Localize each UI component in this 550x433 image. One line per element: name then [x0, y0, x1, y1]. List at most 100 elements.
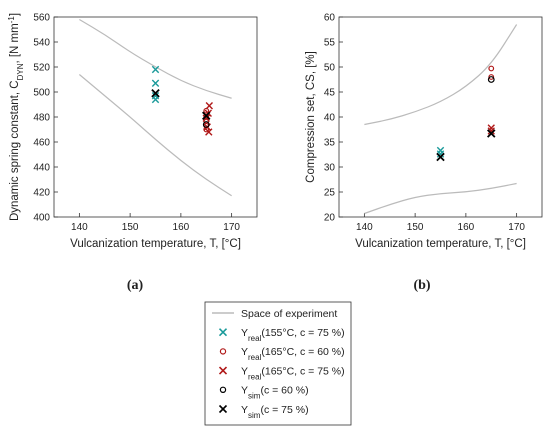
y-tick-label: 60: [324, 13, 336, 24]
y-tick-label: 30: [324, 163, 336, 174]
y-tick-label: 20: [324, 213, 336, 224]
marker-x-real_165_75: [205, 102, 213, 110]
marker-x-real_155_75: [151, 79, 160, 87]
legend-label: Ysim(c = 75 %): [241, 404, 309, 420]
legend-item: Space of experiment: [212, 308, 337, 320]
legend-label-main: Y: [241, 385, 248, 397]
legend-x-swatch: [218, 328, 228, 337]
plot-frame-b: [338, 16, 543, 218]
legend-item: Yreal(155°C, c = 75 %): [218, 327, 345, 343]
y-tick-label: 480: [33, 113, 50, 124]
marker-x-sim_75: [151, 89, 160, 98]
bound-upper: [364, 24, 518, 126]
marker-x-real_155_75: [151, 95, 160, 104]
bound-upper: [79, 18, 232, 99]
legend-label-tail: (155°C, c = 75 %): [261, 327, 344, 339]
y-label-a-main: Dynamic spring constant, C: [9, 80, 21, 221]
legend-label: Yreal(165°C, c = 60 %): [241, 346, 345, 362]
legend-label-sub: real: [248, 334, 262, 343]
axis-ticks-b: 140 150 160 170 20 25 30 35 40 45 50 55 60: [324, 13, 526, 234]
y-tick-label: 420: [33, 188, 50, 199]
y-tick-label: 35: [324, 138, 336, 149]
marker-x-real_155_75: [151, 65, 160, 74]
y-tick-label: 520: [33, 63, 50, 74]
legend-label-sub: sim: [248, 410, 261, 419]
plot-frame-a: [53, 16, 258, 218]
chart-panel-a: 140 150 160 170400420440460480500520540560 …: [7, 13, 258, 293]
x-axis-label-b: Vulcanization temperature, T, [°C]: [355, 238, 526, 250]
y-tick-label: 25: [324, 188, 336, 199]
legend-x-swatch: [218, 366, 228, 375]
y-tick-label: 460: [33, 138, 50, 149]
marker-x-sim_75: [487, 129, 496, 138]
x-tick-label: 160: [173, 222, 190, 233]
legend-item: Yreal(165°C, c = 75 %): [218, 365, 345, 381]
legend-label-tail: (c = 60 %): [260, 385, 308, 397]
marker-x-sim_75: [202, 111, 211, 120]
x-tick-label: 170: [508, 222, 525, 233]
x-tick-label: 150: [122, 222, 139, 233]
marker-x-real_165_75: [487, 127, 495, 135]
x-tick-label: 140: [356, 222, 373, 233]
legend-item: Yreal(165°C, c = 60 %): [219, 346, 345, 362]
legend-label-main: Y: [241, 327, 248, 339]
y-label-a-sup: -1: [7, 16, 16, 24]
legend-label-sub: real: [248, 353, 262, 362]
data-points-b: [436, 65, 496, 162]
legend-label-sub: sim: [248, 391, 261, 400]
legend-item: Ysim(c = 75 %): [218, 404, 309, 420]
chart-panel-b: 140 150 160 170 20 25 30 35 40 45 50 55 60 Vulcaniza…: [305, 13, 543, 293]
y-tick-label: 440: [33, 163, 50, 174]
y-axis-label-a: Dynamic spring constant, CDYN, [N mm-1]: [7, 13, 25, 221]
y-tick-label: 540: [33, 38, 50, 49]
legend-o-swatch: [219, 348, 227, 355]
legend-label: Ysim(c = 60 %): [241, 385, 309, 401]
x-tick-label: 170: [223, 222, 240, 233]
legend-label-main: Y: [241, 404, 248, 416]
marker-x-real_165_75: [205, 128, 213, 136]
y-tick-label: 400: [33, 213, 50, 224]
legend-label-tail: (165°C, c = 60 %): [261, 346, 344, 358]
legend-label-tail: (165°C, c = 75 %): [261, 365, 344, 377]
legend-label-main: Y: [241, 346, 248, 358]
x-tick-label: 140: [71, 222, 88, 233]
y-tick-label: 500: [33, 88, 50, 99]
marker-x-sim_75: [436, 152, 445, 162]
legend-label-tail: (c = 75 %): [260, 404, 308, 416]
caption-a: (a): [127, 278, 144, 293]
legend-label: Space of experiment: [241, 308, 337, 320]
legend-label: Yreal(155°C, c = 75 %): [241, 327, 345, 343]
y-label-a-end: ]: [9, 13, 21, 16]
marker-o-real_165_60: [488, 65, 495, 72]
y-axis-label-b: Compression set, CS, [%]: [305, 51, 317, 183]
marker-o-sim_60: [487, 76, 495, 83]
legend-label: Yreal(165°C, c = 75 %): [241, 365, 345, 381]
axis-ticks-a: 140 150 160 170 400 420 440 460 480 500 520 540 560: [33, 13, 240, 234]
y-tick-label: 55: [324, 38, 336, 49]
y-tick-label: 45: [324, 88, 336, 99]
legend-box: [204, 301, 352, 426]
marker-x-real_165_75: [202, 114, 210, 122]
x-tick-label: 160: [458, 222, 475, 233]
experiment-space-b: [364, 24, 518, 215]
y-label-a-tail: , [N mm: [9, 23, 21, 63]
y-label-a-sub: DYN: [16, 63, 25, 80]
bound-lower: [364, 182, 517, 215]
legend-label-main: Y: [241, 365, 248, 377]
y-tick-label: 560: [33, 13, 50, 24]
y-tick-label: 40: [324, 113, 336, 124]
bound-lower: [78, 74, 232, 197]
marker-o-sim_60: [202, 121, 210, 128]
y-tick-label: 50: [324, 63, 336, 74]
caption-b: (b): [413, 278, 430, 293]
data-points-a: [151, 65, 213, 136]
legend-label-main: Space of experiment: [241, 308, 337, 320]
x-axis-label-a: Vulcanization temperature, T, [°C]: [70, 238, 241, 250]
x-tick-label: 150: [407, 222, 424, 233]
legend-item: Ysim(c = 60 %): [219, 385, 309, 401]
legend-label-sub: real: [248, 372, 262, 381]
legend-o-swatch: [219, 386, 227, 393]
